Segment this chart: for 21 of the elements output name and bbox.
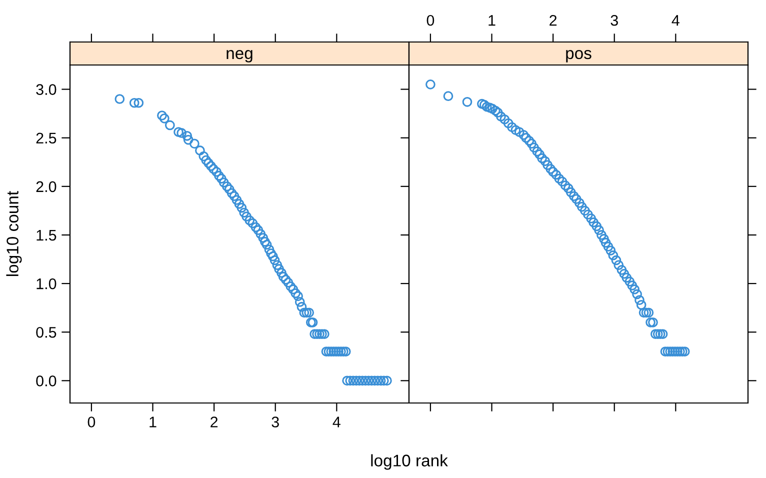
y-tick-label: 1.0 — [36, 278, 56, 290]
chart-title: neg — [226, 50, 252, 62]
x-tick-label: 1 — [488, 15, 496, 26]
x-tick-label: 3 — [610, 14, 618, 26]
y-tick-label: 1.5 — [36, 230, 56, 241]
x-tick-label: 2 — [210, 416, 218, 428]
x-tick-label: 2 — [550, 14, 557, 26]
x-tick-label: 0 — [426, 14, 434, 26]
x-tick-label: 4 — [672, 15, 680, 26]
y-axis-title: log10 count — [6, 191, 22, 276]
y-tick-label: 0.5 — [36, 326, 56, 338]
x-tick-label: 1 — [150, 416, 156, 428]
y-tick-label: 2.0 — [36, 181, 56, 192]
y-tick-label: 0.0 — [36, 376, 56, 386]
x-axis-title: log10 rank — [371, 454, 448, 470]
x-tick-label: 4 — [332, 416, 340, 428]
x-tick-label: 0 — [88, 416, 96, 428]
x-tick-label: 3 — [272, 416, 279, 428]
chart-title: pos — [566, 50, 592, 62]
y-tick-label: 2.5 — [36, 132, 56, 144]
y-tick-label: 3.0 — [36, 84, 56, 95]
